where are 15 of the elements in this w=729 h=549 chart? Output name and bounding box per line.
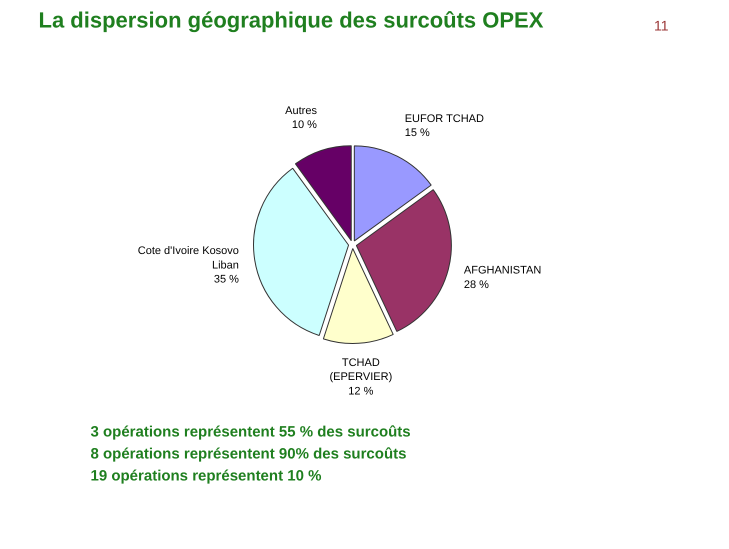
text: 3 opérations représentent 55 % des surcoûts [90, 424, 411, 440]
slice-label: TCHAD (EPERVIER) [329, 356, 392, 384]
slice-label: EUFOR TCHAD [404, 112, 484, 125]
chart-title: La dispersion géographique des surcoûts OPEX [38, 8, 544, 32]
data-label: 10 % [292, 119, 318, 132]
slice-label: Cote d'Ivoire Kosovo Liban [138, 244, 239, 272]
text: 19 opérations représentent 10 % [90, 468, 322, 484]
text: 8 opérations représentent 90% des surcoûts [90, 446, 406, 462]
slice-label: Autres [285, 104, 318, 117]
data-label: 28 % [464, 278, 490, 291]
slice-label: AFGHANISTAN [464, 264, 542, 276]
data-label: 35 % [214, 274, 240, 286]
data-label: 12 % [348, 386, 374, 398]
data-label: 15 % [404, 127, 430, 140]
text: 11 [654, 18, 669, 34]
